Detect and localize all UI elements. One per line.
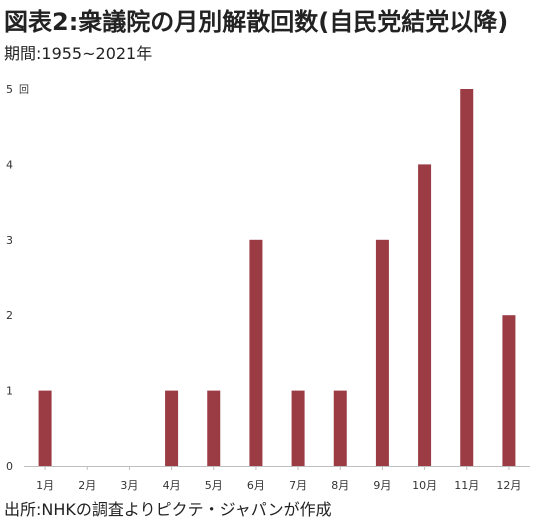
bar-10 (418, 164, 432, 466)
y-axis-unit-label: 回 (19, 84, 29, 96)
chart-title: 図表2:衆議院の月別解散回数(自民党結党以降) (4, 8, 509, 36)
chart-subtitle: 期間:1955~2021年 (4, 44, 153, 63)
x-tick-label: 4月 (163, 479, 181, 492)
y-tick-label: 1 (6, 385, 13, 398)
x-tick-label: 5月 (205, 479, 223, 492)
y-axis-ticks: 0 1 2 3 4 5 (6, 83, 13, 473)
y-tick-label: 0 (6, 460, 13, 473)
x-tick-label: 6月 (247, 479, 265, 492)
x-tick-label: 2月 (78, 479, 96, 492)
x-tick-label: 12月 (496, 479, 521, 492)
bar-4 (165, 390, 179, 466)
y-tick-label: 5 (6, 83, 13, 96)
bar-12 (502, 315, 516, 466)
y-tick-label: 3 (6, 234, 13, 247)
x-tick-label: 7月 (289, 479, 307, 492)
x-tick-label: 1月 (36, 479, 54, 492)
y-tick-label: 2 (6, 309, 13, 322)
bar-8 (333, 390, 347, 466)
chart-source: 出所:NHKの調査よりピクテ・ジャパンが作成 (4, 500, 332, 519)
x-tick-label: 9月 (373, 479, 391, 492)
bar-7 (291, 390, 305, 466)
bar-1 (38, 390, 52, 466)
bar-5 (207, 390, 221, 466)
x-tick-label: 8月 (331, 479, 349, 492)
bar-6 (249, 239, 263, 466)
bar-9 (375, 239, 389, 466)
x-tick-label: 10月 (412, 479, 437, 492)
y-tick-label: 4 (6, 158, 13, 171)
x-tick-label: 3月 (120, 479, 138, 492)
x-tick-label: 11月 (454, 479, 479, 492)
x-axis-ticks: 1月 2月 3月 4月 5月 6月 7月 8月 9月 10月 11月 12月 (36, 466, 521, 492)
bars-group (38, 89, 516, 466)
bar-11 (460, 89, 474, 466)
